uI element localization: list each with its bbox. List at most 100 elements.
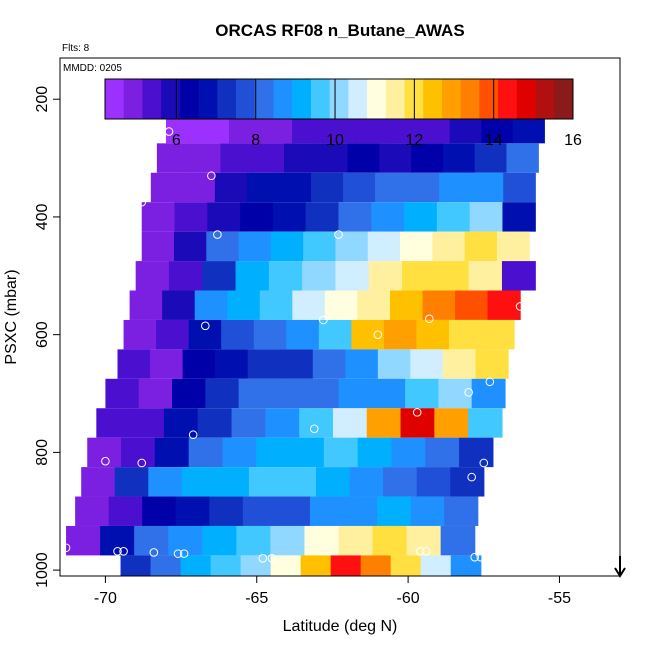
heatmap-cell [416,467,451,497]
heatmap-cell [235,261,270,291]
sample-point [173,549,183,558]
heatmap-cell [310,172,344,203]
heatmap-cell [312,349,346,379]
sample-point [207,171,216,181]
heatmap-cell [502,202,536,232]
colorbar-tick-label: 8 [251,132,260,149]
sample-point [470,552,480,562]
heatmap-cell [436,202,471,232]
heatmap-cell [302,261,337,291]
heatmap-cell [400,408,435,438]
sample-point [319,315,328,325]
heatmap-cell [448,319,483,350]
heatmap-cell [150,172,184,203]
heatmap-cell [286,319,320,350]
heatmap-cell [300,555,332,576]
heatmap-cell [202,525,237,556]
heatmap-cell [172,378,206,409]
sample-point [70,430,80,440]
heatmap-cell [272,202,307,232]
colorbar-segment [142,79,162,119]
colorbar-segment [217,79,237,119]
colorbar-segment [161,79,181,119]
sample-point [425,314,434,324]
heatmap-cell [270,525,306,556]
colorbar-segment [516,79,537,119]
heatmap-cell [182,172,216,203]
heatmap-cell [162,290,196,320]
heatmap-cell [238,378,273,409]
heatmap-cell [471,378,506,409]
heatmap-cell [175,496,210,526]
heatmap-cell [75,496,110,526]
colorbar-segment [348,79,368,119]
heatmap-cell [282,467,317,497]
heatmap-cell [240,202,274,232]
heatmap-cell [284,143,317,173]
heatmap-cell [303,231,337,262]
heatmap-cell [207,202,241,232]
heatmap-cell [168,261,203,291]
heatmap-cell [134,525,169,556]
sample-point [179,549,189,558]
chart-title: ORCAS RF08 n_Butane_AWAS [215,21,464,40]
colorbar-segment [423,79,443,119]
heatmap-cell [135,261,170,291]
heatmap-cell [368,261,403,291]
x-axis-label: Latitude (deg N) [283,618,398,635]
heatmap-cell [316,467,351,497]
heatmap-cell [227,290,261,320]
heatmap-cell [407,172,440,203]
heatmap-cell [383,467,418,497]
heatmap-cell [377,349,411,379]
heatmap-cell [105,378,140,409]
heatmap-cell [81,467,116,497]
heatmap-cell [390,555,422,576]
heatmap-cell [435,261,470,291]
heatmap-cell [304,525,340,556]
colorbar-segment [179,79,200,119]
heatmap-cell [366,408,402,438]
y-tick-label: 800 [34,439,51,466]
sample-point [412,408,422,417]
heatmap-cell [150,349,184,379]
sample-point [421,546,431,556]
heatmap-cell [259,290,293,320]
heatmap-cell [349,467,384,497]
heatmap-cell [309,496,345,526]
heatmap-cell [270,555,302,576]
heatmap-cell [248,467,284,497]
heatmap-cell [332,408,368,438]
y-tick-label: 1000 [34,552,51,588]
heatmap-cell [377,496,412,526]
colorbar-segment [460,79,480,119]
heatmap-cell [442,143,476,173]
heatmap-cell [343,172,376,203]
heatmap-cell [221,319,255,350]
heatmap-cell [123,319,157,350]
sample-point [464,388,473,397]
heatmap-cell [432,231,466,262]
heatmap-cell [188,437,224,468]
heatmap-cell [383,319,418,350]
colorbar-tick-label: 12 [405,132,423,149]
colorbar-segment [554,79,574,119]
heatmap-cell [210,555,242,576]
heatmap-cell [367,231,401,262]
heatmap-cell [343,496,378,526]
heatmap-cell [194,290,228,320]
heatmap-cell [338,202,372,232]
heatmap-cell [410,496,445,526]
colorbar-segment [236,79,256,119]
heatmap-cell [278,172,312,203]
heatmap-cell [222,437,257,468]
heatmap-cell [324,290,358,320]
colorbar-segment [479,79,499,119]
heatmap-cell [481,319,515,350]
heatmap-cell [323,437,359,468]
heatmap-cell [180,555,212,576]
colorbar-segment [310,79,331,119]
heatmap-cell [188,143,222,173]
heatmap-cell [468,408,503,438]
heatmap-cell [148,467,183,497]
